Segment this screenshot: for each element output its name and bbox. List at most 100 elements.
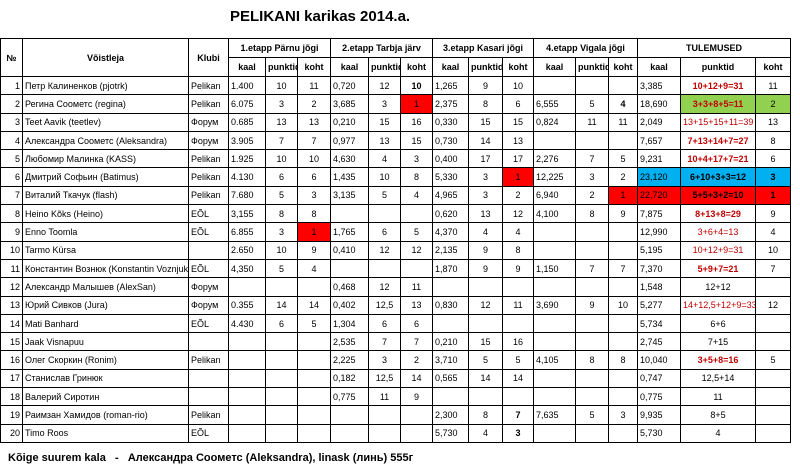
table-cell: 1,548 xyxy=(637,277,682,297)
table-cell xyxy=(297,405,331,425)
table-cell xyxy=(533,277,577,297)
table-row: 14 Mati Banhard EÕL 4.430 6 5 1,304 6 6 5,734 6+6 xyxy=(0,313,792,334)
table-cell: 1,265 xyxy=(432,75,470,96)
table-cell: Heino Kõks (Heino) xyxy=(22,204,189,224)
table-cell: 0,775 xyxy=(330,387,369,407)
table-cell: 5 xyxy=(399,222,434,242)
table-cell: 0,210 xyxy=(330,112,369,132)
table-cell: 9,231 xyxy=(637,149,682,169)
table-cell: 7.680 xyxy=(228,185,266,206)
table-cell: 6 xyxy=(399,313,434,334)
table-cell: 6+6 xyxy=(680,313,757,334)
table-cell xyxy=(575,75,610,96)
table-cell: 11 xyxy=(368,387,401,407)
table-cell: 1 xyxy=(297,222,331,242)
table-cell xyxy=(228,350,266,370)
table-cell: Юрий Сивков (Jura) xyxy=(22,295,189,315)
table-row: 8 Heino Kõks (Heino) EÕL 3,155 8 8 0,620 13 12 4,… xyxy=(0,204,792,224)
table-cell: 17 xyxy=(0,368,23,389)
table-cell: 11 xyxy=(399,277,434,297)
table-cell: 3 xyxy=(297,185,331,206)
table-cell xyxy=(297,277,331,297)
table-cell: 10 xyxy=(297,149,331,169)
table-cell xyxy=(608,130,639,151)
sub-header: punktid xyxy=(680,57,757,77)
table-cell: Олег Скоркин (Ronim) xyxy=(22,350,189,370)
table-row: 5 Любомир Малинка (KASS) Pelikan 1.925 10 10 4… xyxy=(0,149,792,169)
table-row: 16 Олег Скоркин (Ronim) Pelikan 2,225 3 2 3,71… xyxy=(0,350,792,370)
table-cell: 5,195 xyxy=(637,240,682,260)
table-cell: 3 xyxy=(608,405,639,425)
table-cell xyxy=(228,332,266,352)
table-cell: 0,824 xyxy=(533,112,577,132)
table-cell: Петр Калиненков (pjotrk) xyxy=(22,75,189,96)
table-cell: 3.905 xyxy=(228,130,266,151)
table-cell: Pelikan xyxy=(188,149,229,169)
table-cell: 4,630 xyxy=(330,149,369,169)
table-cell xyxy=(368,423,401,443)
table-cell: 10 xyxy=(368,167,401,187)
table-cell: 1,304 xyxy=(330,313,369,334)
table-cell: 0,977 xyxy=(330,130,369,151)
table-cell: 0,620 xyxy=(432,204,470,224)
table-cell: 3 xyxy=(265,94,298,114)
table-cell: 3 xyxy=(368,350,401,370)
table-cell xyxy=(265,368,298,389)
table-cell: 11 xyxy=(755,75,792,96)
table-row: 12 Александр Малышев (AlexSan) Форум 0,468 1… xyxy=(0,277,792,297)
table-cell xyxy=(297,387,331,407)
table-cell xyxy=(533,423,577,443)
table-cell: 2.650 xyxy=(228,240,266,260)
table-cell: 4.130 xyxy=(228,167,266,187)
table-cell: 5,730 xyxy=(637,423,682,443)
table-cell: 5 xyxy=(265,185,298,206)
table-cell: Форум xyxy=(188,112,229,132)
sub-header: kaal xyxy=(533,57,577,77)
table-cell: 3,155 xyxy=(228,204,266,224)
table-cell: 6,555 xyxy=(533,94,577,114)
table-cell: 8 xyxy=(575,350,610,370)
table-cell xyxy=(575,313,610,334)
table-cell: 10+4+17+7=21 xyxy=(680,149,757,169)
table-cell: 13 xyxy=(399,295,434,315)
table-cell: 3,135 xyxy=(330,185,369,206)
table-cell: 1,765 xyxy=(330,222,369,242)
table-cell xyxy=(265,423,298,443)
sub-header: koht xyxy=(608,57,639,77)
sub-header: kaal xyxy=(330,57,369,77)
table-cell xyxy=(399,204,434,224)
table-cell: 4 xyxy=(368,149,401,169)
table-cell: 10 xyxy=(0,240,23,260)
table-cell xyxy=(608,313,639,334)
table-cell: 7 xyxy=(368,332,401,352)
table-cell xyxy=(755,313,792,334)
table-cell: 4,965 xyxy=(432,185,470,206)
table-cell: 1.400 xyxy=(228,75,266,96)
table-cell: 3 xyxy=(502,423,535,443)
table-cell: 1,870 xyxy=(432,258,470,279)
table-cell: 3 xyxy=(368,94,401,114)
table-cell xyxy=(608,240,639,260)
table-cell xyxy=(533,240,577,260)
table-cell: Форум xyxy=(188,277,229,297)
table-cell: 3 xyxy=(0,112,23,132)
table-cell: 5,277 xyxy=(637,295,682,315)
table-cell: 12 xyxy=(368,240,401,260)
table-cell: 8 xyxy=(468,405,504,425)
table-cell: 0,720 xyxy=(330,75,369,96)
table-cell: 12 xyxy=(368,277,401,297)
table-cell xyxy=(533,368,577,389)
header-cell: Võistleja xyxy=(22,38,189,77)
table-cell: 0,402 xyxy=(330,295,369,315)
table-cell: 14 xyxy=(399,368,434,389)
table-cell: 8+13+8=29 xyxy=(680,204,757,224)
table-cell xyxy=(575,222,610,242)
table-cell: 17 xyxy=(502,149,535,169)
table-cell: 0,210 xyxy=(432,332,470,352)
sub-header: punktid xyxy=(265,57,298,77)
table-row: 11 Константин Вознюк (Konstantin Voznjuk)… xyxy=(0,258,792,279)
table-cell: Pelikan xyxy=(188,350,229,370)
table-cell: 5 xyxy=(368,185,401,206)
table-cell: 0,565 xyxy=(432,368,470,389)
table-cell: 3 xyxy=(755,167,792,187)
